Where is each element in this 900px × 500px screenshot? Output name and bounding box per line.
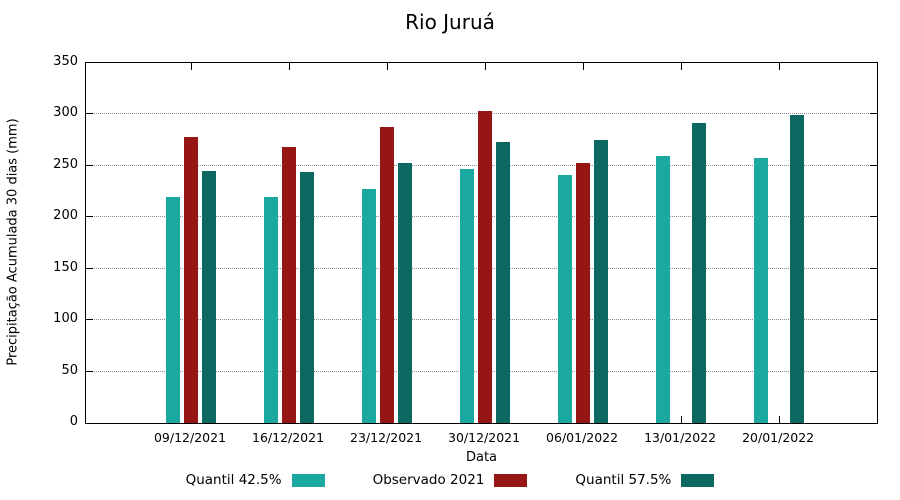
chart-title: Rio Juruá [405,10,495,34]
x-tick-label: 13/01/2022 [644,430,717,445]
legend-swatch [681,473,715,487]
y-tick-label: 250 [53,156,78,172]
bar-quantil-57-5- [692,122,707,423]
y-tick-mark [870,370,877,372]
legend-label: Quantil 42.5% [185,472,282,488]
y-tick-label: 100 [53,311,78,327]
bar-quantil-42-5- [754,157,769,423]
bar-quantil-42-5- [656,155,671,423]
bar-quantil-57-5- [790,115,805,423]
y-tick-mark [870,216,877,218]
y-tick-label: 150 [53,259,78,275]
x-tick-mark [681,63,683,70]
x-tick-mark [779,416,781,423]
x-tick-mark [681,416,683,423]
legend: Quantil 42.5% Observado 2021 Quantil 57.5% [0,472,900,488]
x-tick-label: 06/01/2022 [546,430,619,445]
x-tick-mark [485,63,487,70]
bar-quantil-42-5- [166,196,181,423]
y-tick-mark [86,267,93,269]
y-tick-label: 350 [53,54,78,69]
y-tick-mark [86,216,93,218]
y-tick-mark [870,113,877,115]
y-tick-label: 50 [61,362,78,378]
y-tick-mark [870,164,877,166]
bar-quantil-42-5- [460,168,475,423]
bar-quantil-57-5- [300,172,315,423]
y-tick-mark [86,164,93,166]
legend-label: Quantil 57.5% [575,472,672,488]
legend-entry: Observado 2021 [373,472,528,488]
x-tick-label: 09/12/2021 [153,430,227,445]
y-tick-mark [870,319,877,321]
x-tick-label: 30/12/2021 [448,430,521,445]
y-tick-label: 200 [53,208,78,224]
x-tick-label: 23/12/2021 [350,430,423,445]
bar-observado-2021 [380,126,395,423]
y-tick-mark [870,267,877,269]
x-tick-mark [583,63,585,70]
y-tick-mark [86,319,93,321]
bar-quantil-57-5- [398,162,413,423]
legend-label: Observado 2021 [372,472,485,488]
bar-observado-2021 [576,162,591,423]
bar-quantil-42-5- [264,196,279,423]
x-tick-mark [191,63,193,70]
bar-quantil-42-5- [558,175,573,423]
y-tick-mark [86,113,93,115]
bar-quantil-42-5- [362,188,377,423]
plot-area [85,62,878,424]
legend-swatch [494,473,528,487]
legend-entry: Quantil 42.5% [186,472,325,488]
x-tick-label: 16/12/2021 [252,430,325,445]
x-tick-mark [289,63,291,70]
x-tick-label: 20/01/2022 [742,430,815,445]
bar-observado-2021 [184,137,199,423]
x-tick-mark [779,63,781,70]
y-tick-mark [86,370,93,372]
y-tick-label: 300 [53,105,78,121]
x-tick-mark [387,63,389,70]
x-axis-title: Data [465,450,498,465]
bar-observado-2021 [282,147,297,423]
bar-observado-2021 [478,111,493,423]
legend-swatch [291,473,325,487]
legend-entry: Quantil 57.5% [575,472,715,488]
bar-quantil-57-5- [594,140,609,423]
bar-quantil-57-5- [202,171,217,423]
y-axis-title: Precipitação Acumulada 30 dias (mm) [5,118,21,366]
bar-quantil-57-5- [496,142,511,423]
y-tick-label: 0 [69,414,78,429]
